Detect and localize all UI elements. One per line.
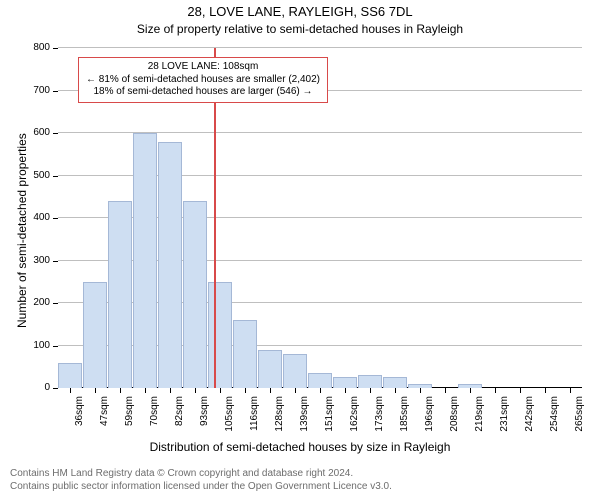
x-tick-mark bbox=[395, 388, 396, 393]
x-tick-label: 254sqm bbox=[549, 396, 560, 496]
histogram-bar bbox=[308, 373, 332, 388]
histogram-bar bbox=[133, 133, 157, 388]
y-tick-label: 200 bbox=[20, 297, 50, 308]
x-tick-label: 151sqm bbox=[324, 396, 335, 496]
x-tick-mark bbox=[270, 388, 271, 393]
x-tick-label: 105sqm bbox=[224, 396, 235, 496]
histogram-bar bbox=[158, 142, 182, 389]
x-tick-label: 196sqm bbox=[424, 396, 435, 496]
x-tick-label: 70sqm bbox=[149, 396, 160, 496]
x-tick-mark bbox=[470, 388, 471, 393]
chart-subtitle: Size of property relative to semi-detach… bbox=[0, 22, 600, 36]
histogram-bar bbox=[183, 201, 207, 388]
x-tick-mark bbox=[445, 388, 446, 393]
x-tick-label: 231sqm bbox=[499, 396, 510, 496]
y-tick-mark bbox=[53, 218, 58, 219]
x-tick-label: 128sqm bbox=[274, 396, 285, 496]
x-tick-mark bbox=[220, 388, 221, 393]
annotation-box: 28 LOVE LANE: 108sqm← 81% of semi-detach… bbox=[78, 57, 328, 103]
x-tick-label: 139sqm bbox=[299, 396, 310, 496]
y-tick-label: 800 bbox=[20, 42, 50, 53]
x-tick-label: 47sqm bbox=[99, 396, 110, 496]
x-tick-label: 208sqm bbox=[449, 396, 460, 496]
x-tick-label: 82sqm bbox=[174, 396, 185, 496]
histogram-bar bbox=[108, 201, 132, 388]
x-tick-mark bbox=[70, 388, 71, 393]
histogram-bar bbox=[283, 354, 307, 388]
x-tick-mark bbox=[420, 388, 421, 393]
histogram-bar bbox=[83, 282, 107, 388]
y-tick-mark bbox=[53, 261, 58, 262]
x-tick-mark bbox=[370, 388, 371, 393]
y-tick-mark bbox=[53, 176, 58, 177]
annotation-line3: 18% of semi-detached houses are larger (… bbox=[86, 86, 320, 99]
histogram-bar bbox=[258, 350, 282, 388]
x-tick-mark bbox=[545, 388, 546, 393]
histogram-bar bbox=[233, 320, 257, 388]
x-tick-label: 173sqm bbox=[374, 396, 385, 496]
y-tick-label: 400 bbox=[20, 212, 50, 223]
x-tick-label: 185sqm bbox=[399, 396, 410, 496]
y-tick-mark bbox=[53, 303, 58, 304]
y-tick-label: 500 bbox=[20, 170, 50, 181]
x-tick-mark bbox=[195, 388, 196, 393]
chart-container: 28, LOVE LANE, RAYLEIGH, SS6 7DL Size of… bbox=[0, 0, 600, 500]
y-tick-mark bbox=[53, 133, 58, 134]
x-tick-mark bbox=[145, 388, 146, 393]
x-tick-label: 93sqm bbox=[199, 396, 210, 496]
x-tick-mark bbox=[570, 388, 571, 393]
y-tick-label: 100 bbox=[20, 340, 50, 351]
x-tick-mark bbox=[520, 388, 521, 393]
x-tick-mark bbox=[170, 388, 171, 393]
annotation-line1: 28 LOVE LANE: 108sqm bbox=[86, 61, 320, 74]
x-tick-mark bbox=[345, 388, 346, 393]
histogram-bar bbox=[333, 377, 357, 388]
y-grid-line bbox=[58, 47, 582, 48]
y-tick-mark bbox=[53, 48, 58, 49]
x-tick-mark bbox=[295, 388, 296, 393]
y-tick-label: 700 bbox=[20, 85, 50, 96]
x-tick-mark bbox=[120, 388, 121, 393]
y-tick-label: 0 bbox=[20, 382, 50, 393]
x-tick-mark bbox=[320, 388, 321, 393]
x-tick-label: 162sqm bbox=[349, 396, 360, 496]
x-tick-mark bbox=[95, 388, 96, 393]
x-tick-label: 59sqm bbox=[124, 396, 135, 496]
histogram-bar bbox=[208, 282, 232, 388]
x-tick-label: 242sqm bbox=[524, 396, 535, 496]
y-tick-label: 300 bbox=[20, 255, 50, 266]
y-tick-mark bbox=[53, 346, 58, 347]
annotation-line2: ← 81% of semi-detached houses are smalle… bbox=[86, 74, 320, 87]
y-tick-mark bbox=[53, 91, 58, 92]
x-tick-label: 265sqm bbox=[574, 396, 585, 496]
chart-title: 28, LOVE LANE, RAYLEIGH, SS6 7DL bbox=[0, 4, 600, 19]
x-tick-mark bbox=[245, 388, 246, 393]
histogram-bar bbox=[58, 363, 82, 389]
y-tick-mark bbox=[53, 388, 58, 389]
y-tick-label: 600 bbox=[20, 127, 50, 138]
histogram-bar bbox=[358, 375, 382, 388]
x-tick-label: 36sqm bbox=[74, 396, 85, 496]
x-tick-label: 219sqm bbox=[474, 396, 485, 496]
x-tick-label: 116sqm bbox=[249, 396, 260, 496]
histogram-bar bbox=[383, 377, 407, 388]
x-tick-mark bbox=[495, 388, 496, 393]
